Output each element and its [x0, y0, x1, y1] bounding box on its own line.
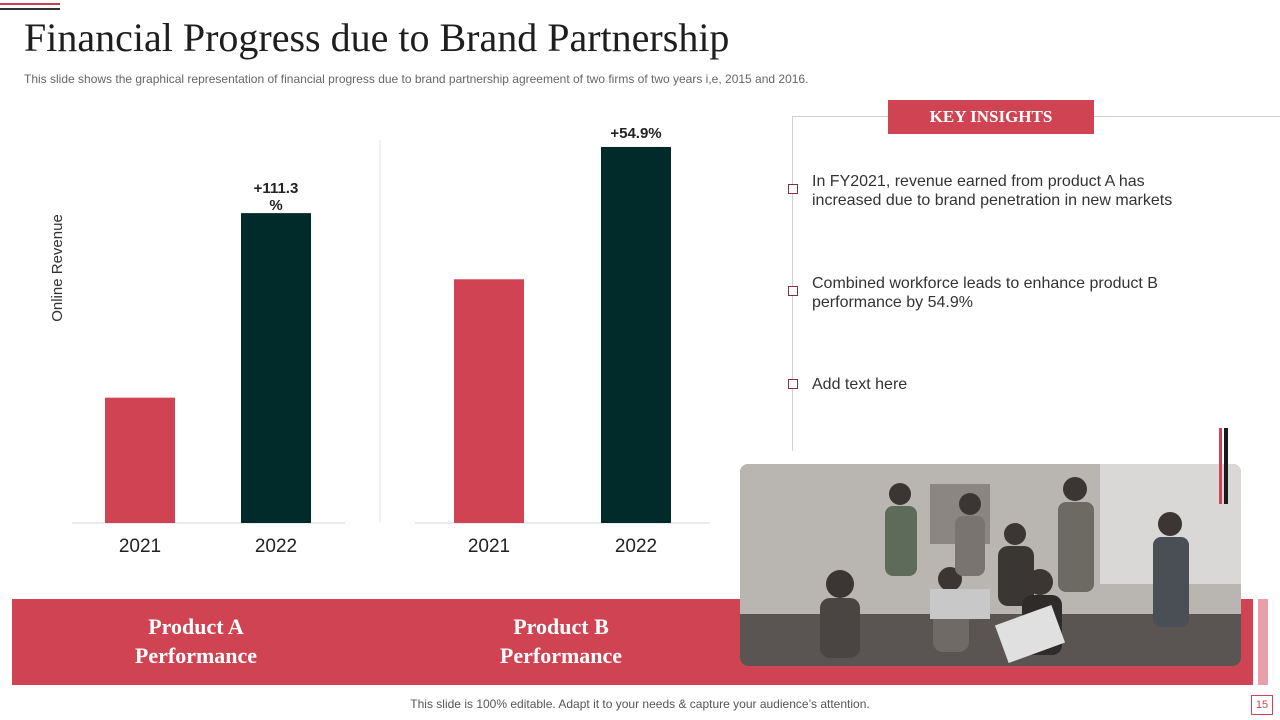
charts-area: 2021 2022 +111.3% Online Revenue 2021 2022 +54… [49, 125, 710, 557]
footer-note: This slide is 100% editable. Adapt it to… [410, 697, 870, 711]
y-axis-label: Online Revenue [49, 214, 66, 322]
insight-item-2: Combined workforce leads to enhance prod… [812, 274, 1192, 312]
bar-2022 [601, 146, 671, 524]
insight-1-line1: In FY2021, revenue earned from product A… [812, 173, 1145, 190]
tick-label-2022: 2022 [255, 536, 297, 557]
insight-2-line1: Combined workforce leads to enhance prod… [812, 275, 1158, 292]
product-b-line2: Performance [499, 643, 623, 668]
decorative-line-bottom [0, 8, 60, 10]
page-number: 15 [1251, 695, 1273, 715]
tick-label-2021: 2021 [119, 536, 161, 557]
bullet-icon [788, 379, 798, 389]
photo-illustration [740, 464, 1241, 666]
data-label-suffix: % [269, 197, 282, 214]
bar-2022 [241, 213, 311, 524]
product-a-line1: Product A [148, 614, 244, 639]
accent-line-dark [1224, 428, 1228, 504]
tick-label-2022: 2022 [615, 536, 657, 557]
insights-header: KEY INSIGHTS [888, 100, 1094, 134]
bullet-icon [788, 184, 798, 194]
insight-item-3: Add text here [812, 375, 1192, 394]
insight-1-line2: increased due to brand penetration in ne… [812, 192, 1173, 209]
side-accent-bar [1258, 599, 1268, 685]
data-label: +54.9% [610, 125, 661, 142]
insight-2-line2: performance by 54.9% [812, 294, 973, 311]
team-meeting-photo [740, 464, 1241, 666]
slide-subtitle: This slide shows the graphical represent… [24, 72, 809, 86]
insight-3-line1: Add text here [812, 376, 908, 393]
data-label: +111.3 [254, 180, 299, 197]
decorative-line-top [0, 3, 60, 5]
slide-title: Financial Progress due to Brand Partners… [24, 15, 730, 60]
bar-2021 [454, 279, 524, 523]
tick-label-2021: 2021 [468, 536, 510, 557]
product-b-line1: Product B [513, 614, 609, 639]
accent-line-red [1219, 428, 1222, 504]
product-a-label: Product A Performance [76, 612, 316, 670]
bullet-icon [788, 286, 798, 296]
bar-2021 [105, 397, 175, 523]
product-a-line2: Performance [134, 643, 258, 668]
insight-item-1: In FY2021, revenue earned from product A… [812, 172, 1192, 210]
product-b-label: Product B Performance [441, 612, 681, 670]
